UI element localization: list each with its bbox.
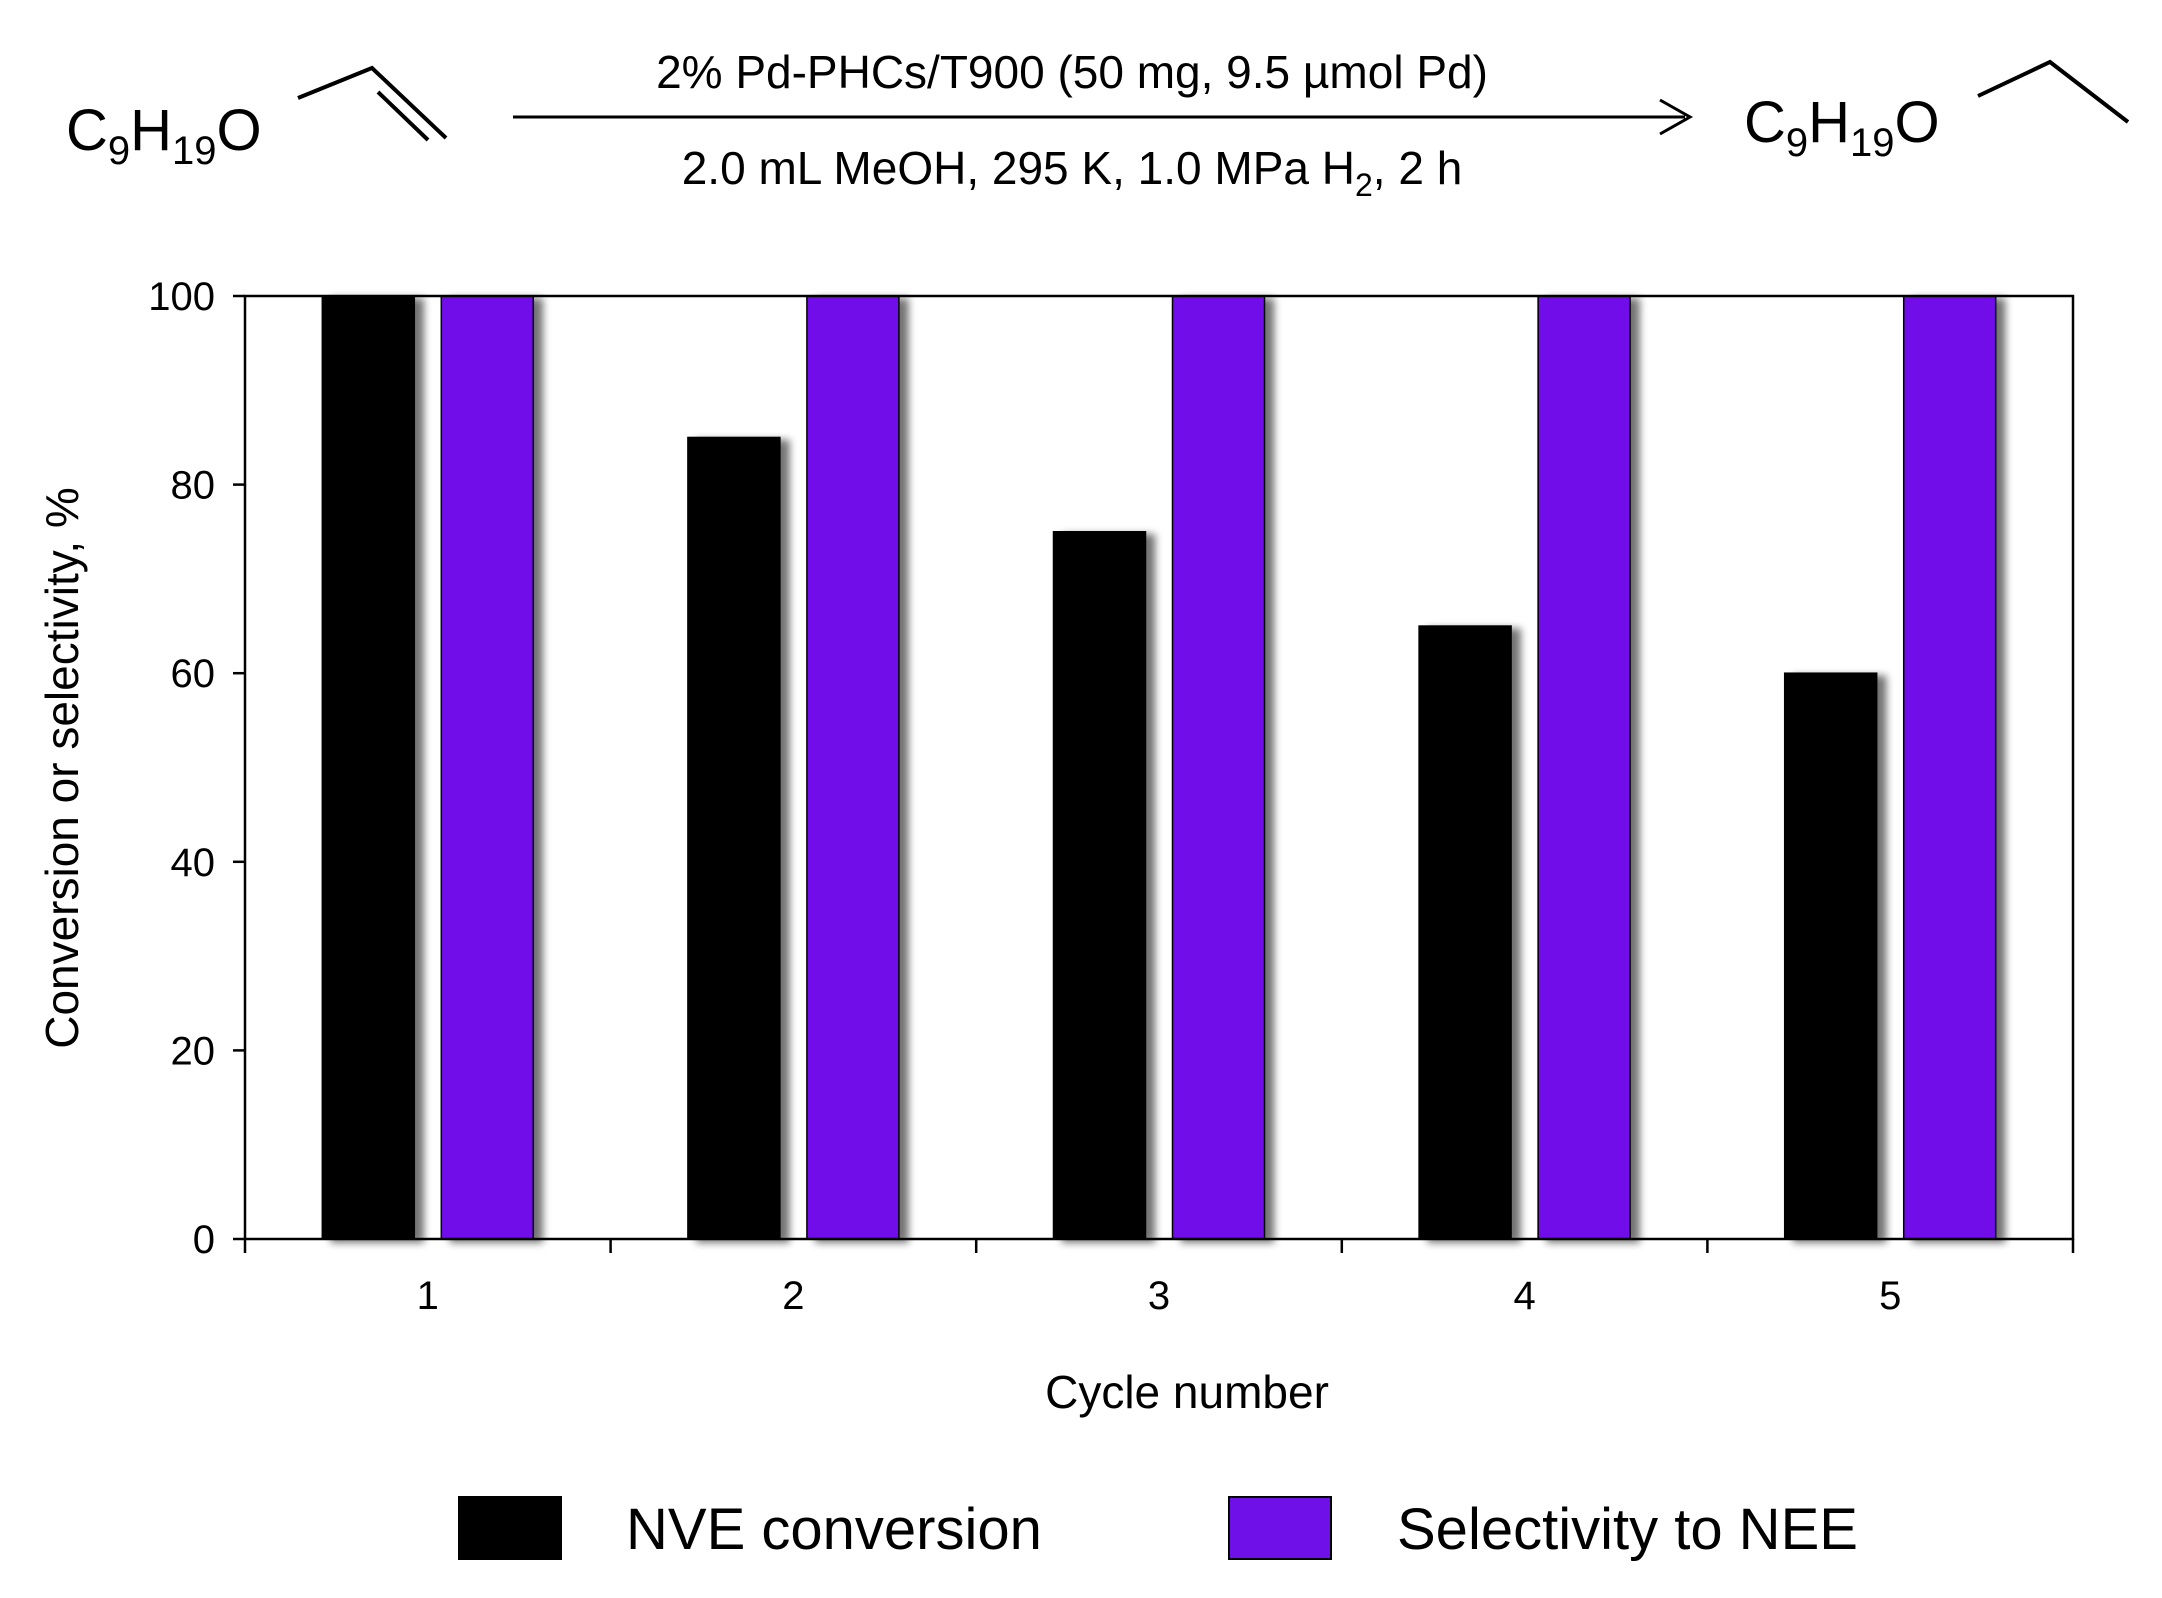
vinyl-group-bond — [297, 65, 448, 140]
y-tick-label: 80 — [171, 464, 216, 508]
y-axis: 0 20 40 60 80 100 — [148, 275, 245, 1262]
condition-top: 2% Pd-PHCs/T900 (50 mg, 9.5 µmol Pd) — [656, 46, 1488, 98]
bar-chart: 0 20 40 60 80 100 1 2 3 4 5 Conversion or selecti… — [36, 275, 2075, 1418]
legend-item-nve-conversion: NVE conversion — [458, 1496, 1042, 1562]
bar-nve-conversion-cycle-1 — [321, 295, 416, 1240]
legend: NVE conversion Selectivity to NEE — [458, 1496, 1858, 1562]
bar-group — [321, 295, 1997, 1240]
x-tick-label: 1 — [417, 1274, 439, 1318]
legend-item-selectivity-to-nee: Selectivity to NEE — [1228, 1496, 1858, 1562]
x-tick-label: 5 — [1879, 1274, 1901, 1318]
bar-nve-conversion-cycle-4 — [1418, 625, 1512, 1240]
y-axis-label: Conversion or selectivity, % — [36, 487, 88, 1049]
plot-area-frame — [243, 294, 2075, 1241]
y-tick-label: 40 — [171, 841, 216, 885]
x-axis: 1 2 3 4 5 — [243, 1239, 2075, 1318]
legend-swatch-selectivity-to-nee — [1228, 1496, 1332, 1560]
x-tick-label: 4 — [1513, 1274, 1535, 1318]
y-tick-label: 20 — [171, 1029, 216, 1073]
legend-label-selectivity-to-nee: Selectivity to NEE — [1397, 1497, 1858, 1562]
vinyl-double-bond — [376, 90, 430, 142]
product-formula: C9H19O — [1744, 90, 1940, 165]
bar-nve-conversion-cycle-2 — [687, 436, 781, 1240]
reaction-scheme: C9H19O 2% Pd-PHCs/T900 (50 mg, 9.5 µmol … — [66, 46, 2130, 203]
x-tick-label: 2 — [782, 1274, 804, 1318]
y-tick-label: 0 — [193, 1218, 215, 1262]
bar-selectivity-to-nee-cycle-3 — [1171, 295, 1266, 1240]
bar-nve-conversion-cycle-3 — [1052, 531, 1147, 1240]
legend-label-nve-conversion: NVE conversion — [626, 1497, 1042, 1562]
bar-selectivity-to-nee-cycle-4 — [1537, 295, 1631, 1240]
condition-bottom: 2.0 mL MeOH, 295 K, 1.0 MPa H2, 2 h — [682, 142, 1463, 203]
bar-selectivity-to-nee-cycle-1 — [440, 295, 535, 1240]
reactant-formula: C9H19O — [66, 98, 262, 173]
bar-nve-conversion-cycle-5 — [1783, 672, 1878, 1240]
reaction-arrow-head — [1659, 98, 1694, 136]
y-tick-label: 100 — [148, 275, 215, 319]
x-axis-label: Cycle number — [1045, 1366, 1329, 1418]
x-tick-label: 3 — [1148, 1274, 1170, 1318]
ethyl-group-bond — [1977, 59, 2130, 124]
bar-selectivity-to-nee-cycle-2 — [806, 295, 900, 1240]
bar-selectivity-to-nee-cycle-5 — [1902, 295, 1997, 1240]
y-tick-label: 60 — [171, 652, 216, 696]
legend-swatch-nve-conversion — [458, 1496, 562, 1560]
